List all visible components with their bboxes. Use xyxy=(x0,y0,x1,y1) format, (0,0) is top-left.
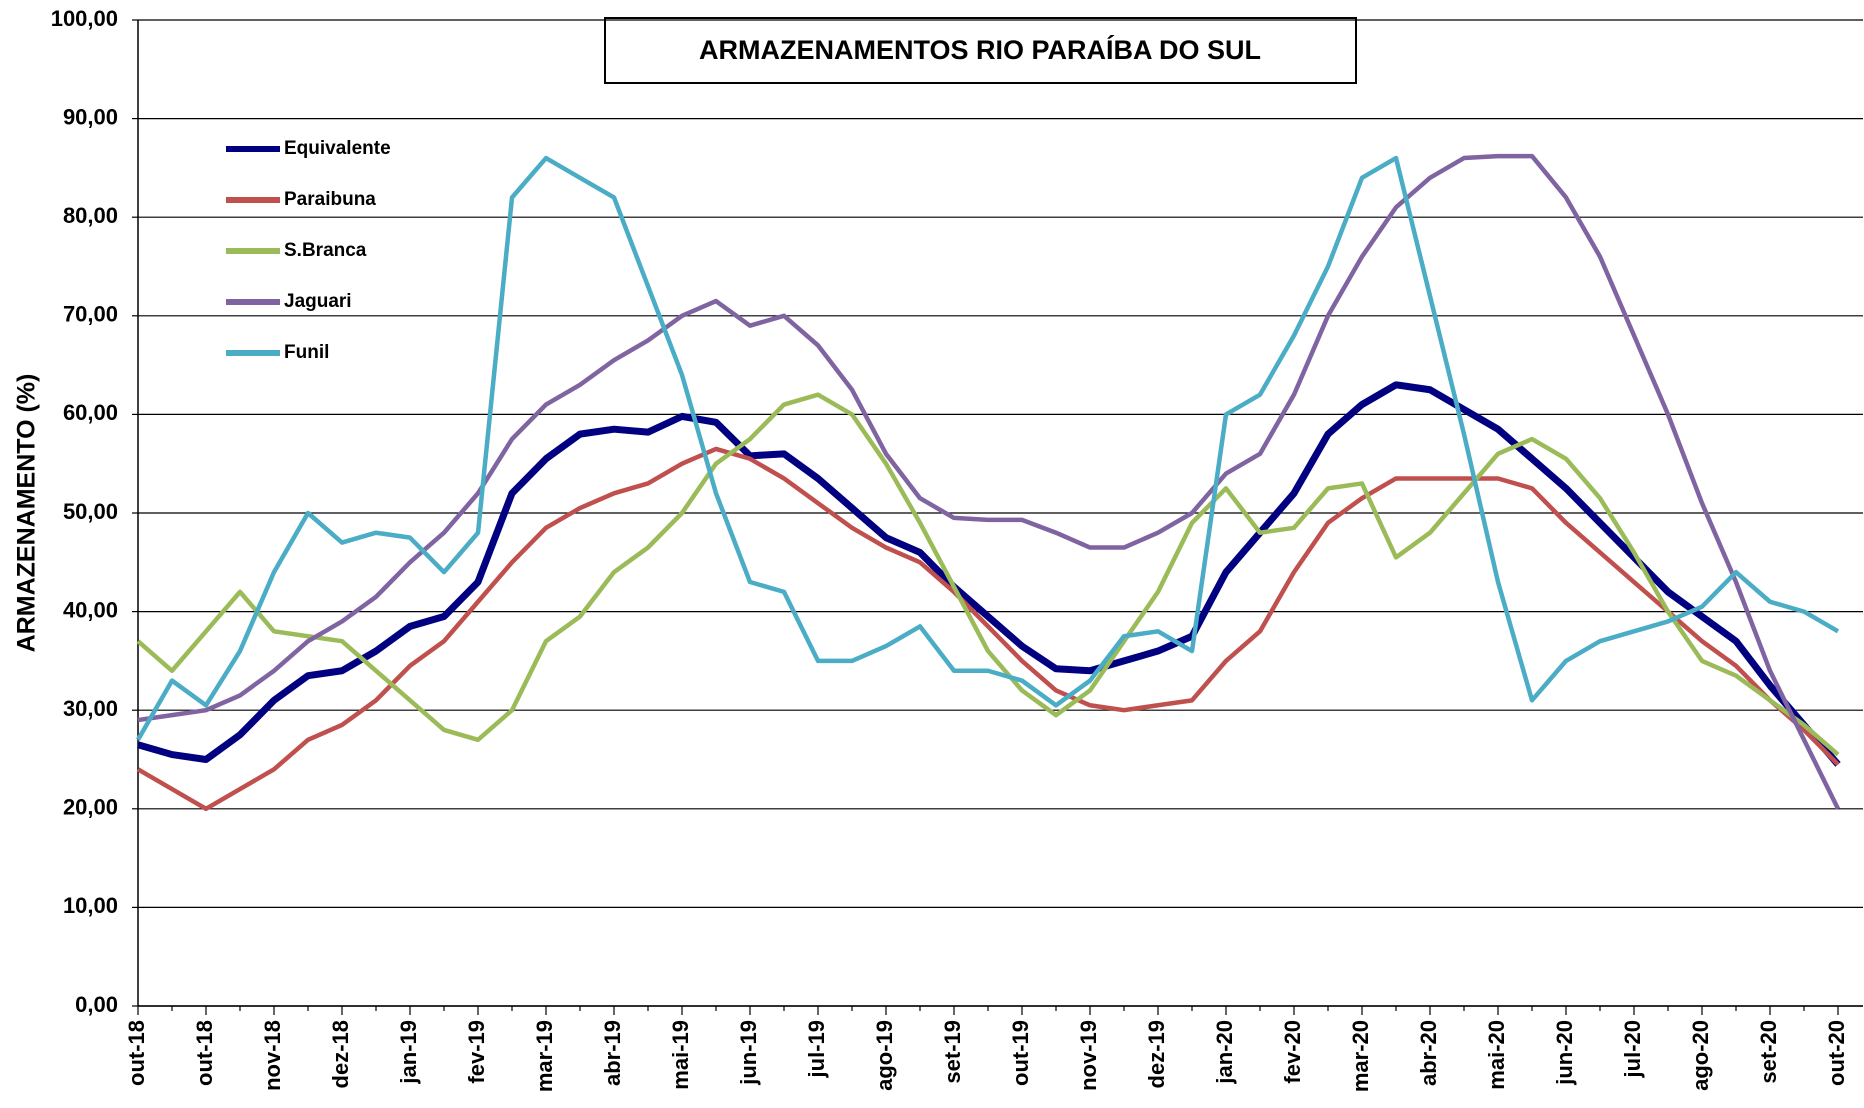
x-tick-label: mar-19 xyxy=(532,1020,557,1092)
x-tick-label: jun-20 xyxy=(1552,1020,1577,1086)
y-tick-label: 90,00 xyxy=(63,104,118,129)
series-line xyxy=(137,153,1841,810)
series-line xyxy=(136,392,1840,757)
x-tick-label: abr-20 xyxy=(1416,1020,1441,1086)
x-tick-label: out-18 xyxy=(192,1020,217,1086)
x-tick-label: fev-20 xyxy=(1280,1020,1305,1084)
x-tick-label: nov-18 xyxy=(260,1020,285,1091)
x-tick-label: out-20 xyxy=(1824,1020,1849,1086)
legend-label: Jaguari xyxy=(284,291,352,312)
x-tick-label: dez-19 xyxy=(1144,1020,1169,1088)
x-tick-label: jul-19 xyxy=(804,1020,829,1078)
series-line xyxy=(137,381,1841,767)
x-tick-label: set-19 xyxy=(940,1020,965,1084)
x-tick-label: fev-19 xyxy=(464,1020,489,1084)
legend-label: Paraibuna xyxy=(284,189,376,210)
series-line xyxy=(136,446,1840,812)
title-box xyxy=(604,17,1357,84)
x-tick-label: ago-20 xyxy=(1688,1020,1713,1091)
x-tick-label: jan-19 xyxy=(396,1020,421,1085)
y-tick-label: 40,00 xyxy=(63,597,118,622)
x-tick-label: jul-20 xyxy=(1620,1020,1645,1078)
y-tick-label: 50,00 xyxy=(63,499,118,524)
x-tick-label: abr-19 xyxy=(600,1020,625,1086)
legend-label: Equivalente xyxy=(284,138,391,159)
x-tick-label: dez-18 xyxy=(328,1020,353,1088)
x-tick-label: mai-19 xyxy=(668,1020,693,1090)
x-tick-label: out-18 xyxy=(124,1020,149,1086)
x-tick-label: nov-19 xyxy=(1076,1020,1101,1091)
x-tick-label: mai-20 xyxy=(1484,1020,1509,1090)
y-tick-label: 30,00 xyxy=(63,696,118,721)
y-tick-label: 60,00 xyxy=(63,400,118,425)
series-line xyxy=(136,155,1840,741)
legend-label: S.Branca xyxy=(284,240,367,261)
x-tick-label: out-19 xyxy=(1008,1020,1033,1086)
legend-label: Funil xyxy=(284,342,329,363)
y-tick-label: 80,00 xyxy=(63,203,118,228)
y-tick-label: 100,00 xyxy=(51,6,118,31)
chart-title: ARMAZENAMENTOS RIO PARAÍBA DO SUL xyxy=(699,34,1261,65)
x-tick-label: set-20 xyxy=(1756,1020,1781,1084)
x-tick-label: jan-20 xyxy=(1212,1020,1237,1085)
x-tick-label: ago-19 xyxy=(872,1020,897,1091)
x-tick-label: mar-20 xyxy=(1348,1020,1373,1092)
y-tick-label: 20,00 xyxy=(63,795,118,820)
x-tick-label: jun-19 xyxy=(736,1020,761,1086)
y-tick-label: 70,00 xyxy=(63,302,118,327)
y-tick-label: 0,00 xyxy=(75,992,118,1017)
y-tick-label: 10,00 xyxy=(63,893,118,918)
y-axis-label: ARMAZENAMENTO (%) xyxy=(13,374,41,653)
